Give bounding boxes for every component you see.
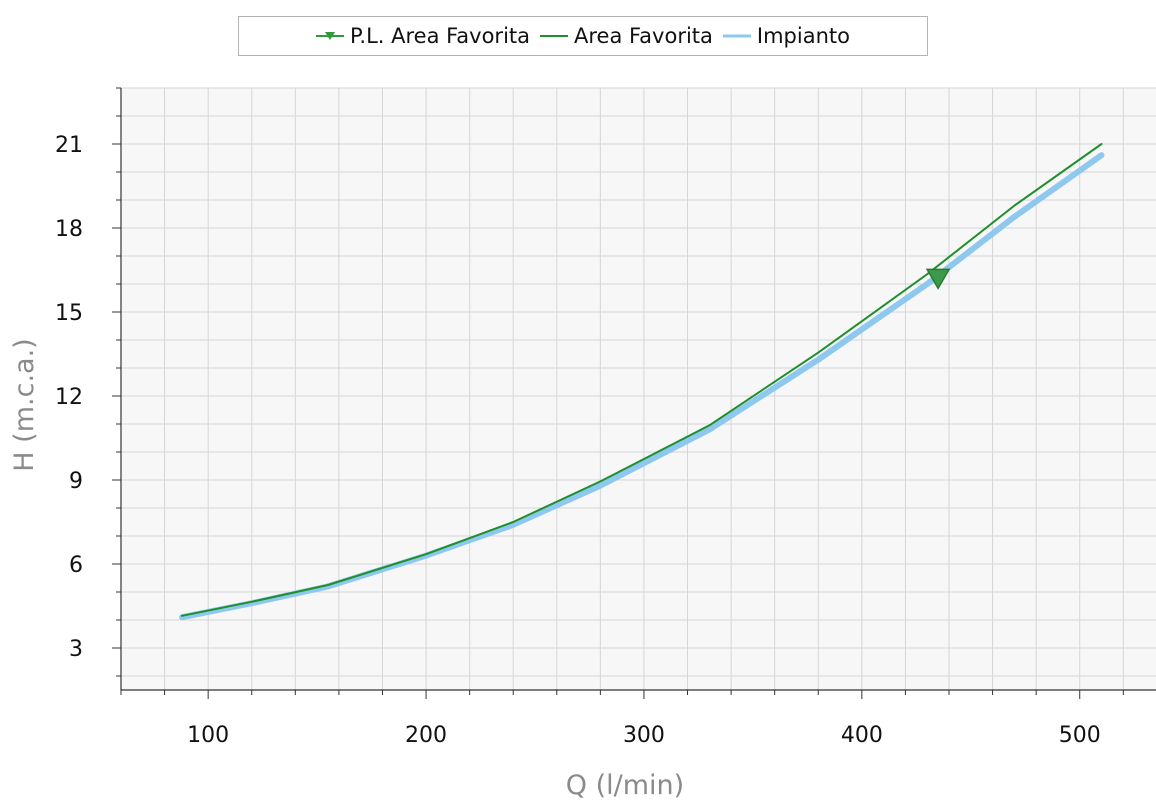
- x-tick-label: 400: [841, 723, 883, 748]
- y-tick-label: 6: [69, 553, 83, 578]
- y-tick-label: 15: [55, 301, 83, 326]
- series-marker-p-l-area-favorita: [925, 268, 951, 290]
- y-tick-label: 18: [55, 217, 83, 242]
- legend-label: Impianto: [756, 24, 850, 48]
- legend-swatch-impianto: [722, 34, 751, 38]
- legend-swatch-pl-area-favorita: [316, 32, 345, 40]
- chart-legend: P.L. Area Favorita Area Favorita Impiant…: [238, 16, 928, 56]
- legend-label: P.L. Area Favorita: [350, 24, 531, 48]
- legend-swatch-area-favorita: [540, 35, 569, 37]
- y-tick-label: 3: [69, 637, 83, 662]
- x-tick-label: 200: [405, 723, 447, 748]
- x-tick-label: 100: [187, 723, 229, 748]
- y-axis-label: H (m.c.a.): [9, 338, 40, 471]
- x-tick-label: 300: [623, 723, 665, 748]
- y-tick-label: 21: [55, 133, 83, 158]
- x-axis-label: Q (l/min): [566, 770, 684, 801]
- series-group: [179, 143, 1105, 621]
- legend-item-area-favorita[interactable]: Area Favorita: [540, 24, 713, 48]
- series-line-impianto: [179, 152, 1105, 621]
- x-tick-label: 500: [1059, 723, 1101, 748]
- series-line-area-favorita: [181, 143, 1103, 617]
- grid-lines: [120, 87, 1156, 690]
- axes: 100 200 300 400 500 3 6 9 12 15 18 21: [55, 87, 1156, 748]
- legend-label: Area Favorita: [574, 24, 713, 48]
- y-tick-label: 12: [55, 385, 83, 410]
- plot-area: [121, 88, 1156, 690]
- y-tick-label: 9: [69, 469, 83, 494]
- legend-item-impianto[interactable]: Impianto: [722, 24, 850, 48]
- legend-item-pl-area-favorita[interactable]: P.L. Area Favorita: [316, 24, 530, 48]
